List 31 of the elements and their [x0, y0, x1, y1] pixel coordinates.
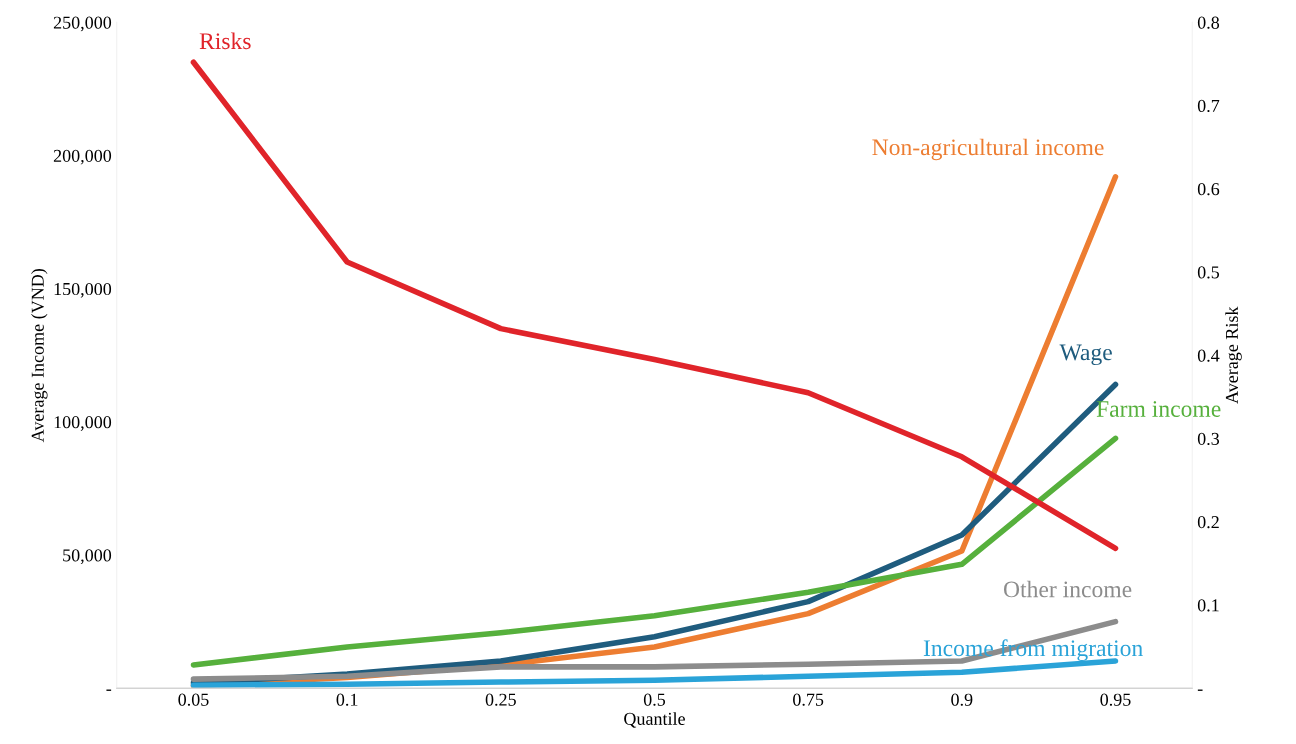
y2-tick-label: 0.1 — [1197, 599, 1219, 612]
series-label: Risks — [199, 32, 251, 50]
y-tick-label: 50,000 — [63, 549, 112, 565]
x-tick-label: 0.5 — [643, 693, 666, 706]
x-tick-label: 0.05 — [178, 693, 209, 706]
y2-tick-label: - — [1197, 689, 1203, 691]
y-tick-label: - — [106, 689, 112, 691]
x-tick-label: 0.75 — [793, 693, 824, 706]
x-tick-label: 0.1 — [336, 693, 358, 706]
y2-tick-label: 0.4 — [1197, 349, 1220, 362]
y2-tick-label: 0.7 — [1197, 99, 1220, 113]
series-label: Non-agricultural income — [872, 138, 1104, 161]
y2-axis-title: Average Risk — [1225, 306, 1242, 404]
y-axis-title: Average Income (VND) — [31, 268, 48, 443]
x-tick-label: 0.25 — [485, 693, 516, 706]
y2-tick-label: 0.3 — [1197, 432, 1220, 446]
x-axis-title: Quantile — [624, 712, 685, 728]
series-label: Farm income — [1096, 401, 1221, 417]
y-tick-label: 200,000 — [53, 149, 112, 165]
y2-tick-label: 0.2 — [1197, 515, 1219, 529]
series-label: Income from migration — [923, 639, 1143, 662]
y2-tick-label: 0.6 — [1197, 183, 1220, 196]
series-label: Wage — [1059, 344, 1112, 366]
x-tick-label: 0.9 — [951, 693, 973, 706]
series-label: Other income — [1003, 580, 1132, 598]
x-tick-label: 0.95 — [1100, 693, 1131, 706]
y-tick-label: 250,000 — [53, 16, 112, 32]
y-tick-label: 100,000 — [54, 416, 112, 431]
y2-tick-label: 0.5 — [1197, 266, 1220, 279]
y2-tick-label: 0.8 — [1197, 16, 1220, 29]
y-tick-label: 150,000 — [54, 282, 112, 298]
